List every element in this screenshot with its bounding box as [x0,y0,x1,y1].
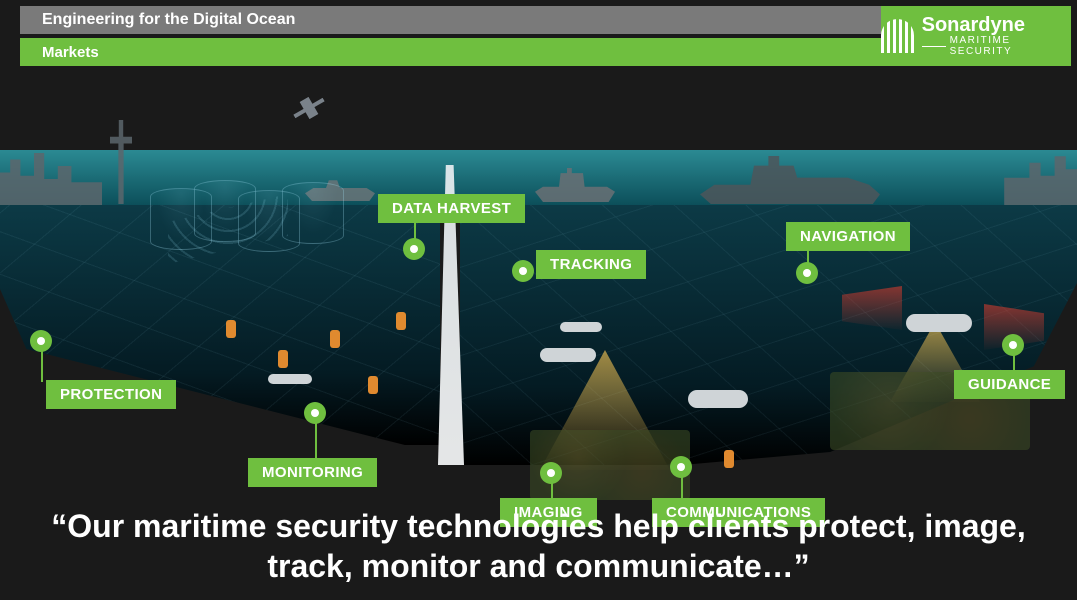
callout-protection: PROTECTION [46,380,176,409]
header-subtitle: Markets [42,44,99,61]
transponder-icon [368,376,378,394]
infographic-scene: DATA HARVEST TRACKING NAVIGATION PROTECTION… [0,90,1077,460]
callout-dot [670,456,692,478]
callout-dot [796,262,818,284]
callout-dot [403,238,425,260]
transponder-icon [396,312,406,330]
leader-line [315,420,317,460]
brand-tagline: MARITIME SECURITY [922,36,1071,57]
quote-text: “Our maritime security technologies help… [0,506,1077,586]
callout-dot [512,260,534,282]
callout-dot [540,462,562,484]
callout-dot [1002,334,1024,356]
header-title: Engineering for the Digital Ocean [42,11,295,29]
header-subtitle-bar: Markets [20,38,892,66]
leader-line [41,348,43,382]
brand-text: Sonardyne MARITIME SECURITY [922,15,1071,57]
auv-icon [688,390,748,408]
auv-icon [906,314,972,332]
auv-icon [560,322,602,332]
auv-icon [540,348,596,362]
satellite-icon [289,91,328,125]
brand-name: Sonardyne [922,15,1071,36]
auv-icon [268,374,312,384]
callout-data_harvest: DATA HARVEST [378,194,525,223]
brand-mark-icon [881,19,914,53]
callout-tracking: TRACKING [536,250,646,279]
callout-dot [304,402,326,424]
callout-guidance: GUIDANCE [954,370,1065,399]
brand-logo: Sonardyne MARITIME SECURITY [881,6,1071,66]
callout-navigation: NAVIGATION [786,222,910,251]
transponder-icon [724,450,734,468]
transponder-icon [330,330,340,348]
callout-monitoring: MONITORING [248,458,377,487]
transponder-icon [278,350,288,368]
header-title-bar: Engineering for the Digital Ocean [20,6,892,34]
slide: Engineering for the Digital Ocean Market… [0,0,1077,600]
callout-dot [30,330,52,352]
transponder-icon [226,320,236,338]
